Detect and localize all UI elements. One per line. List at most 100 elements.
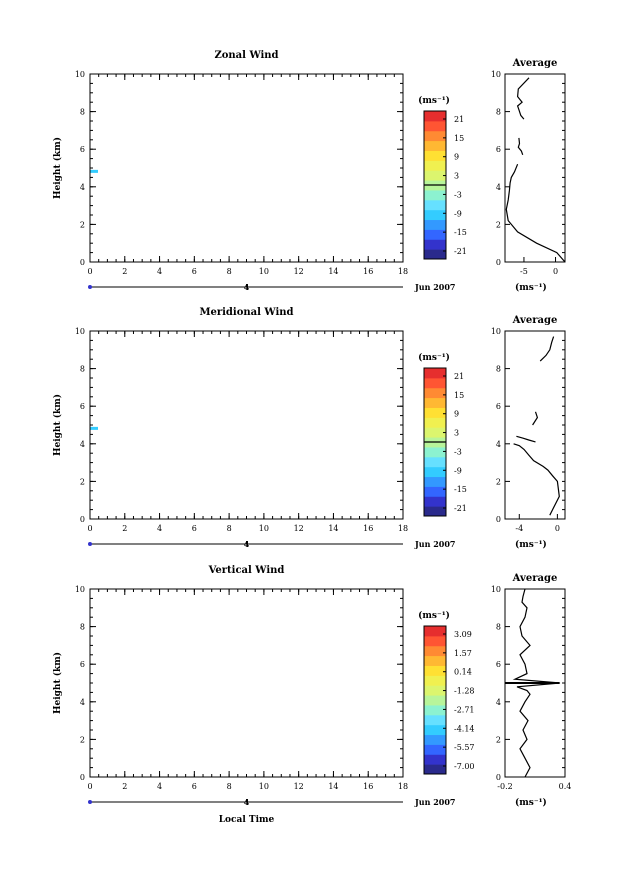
- day-axis-marker: [88, 800, 92, 804]
- average-y-tick-label: 6: [496, 660, 501, 669]
- average-y-tick-label: 8: [496, 108, 501, 117]
- panel-2: Meridional Wind 0 2 4 6 8 10 12 14 16 18 0 2 4 6 8 10 Hei…: [52, 307, 566, 550]
- colorbar-swatch: [424, 506, 446, 517]
- colorbar-tick-label: -3: [454, 190, 462, 199]
- colorbar-tick-label: -15: [454, 485, 467, 494]
- colorbar-tick-label: -3: [454, 447, 462, 456]
- y-tick-label: 6: [80, 660, 85, 669]
- colorbar-tick-label: 1.57: [454, 649, 472, 658]
- average-y-tick-label: 0: [496, 773, 501, 782]
- average-y-tick-label: 2: [496, 220, 501, 229]
- colorbar-swatch: [424, 734, 446, 745]
- colorbar-swatch: [424, 111, 446, 122]
- x-tick-label: 6: [192, 267, 197, 276]
- colorbar-swatch: [424, 239, 446, 250]
- colorbar-swatch: [424, 704, 446, 716]
- y-tick-label: 6: [80, 402, 85, 411]
- x-tick-label: 12: [294, 782, 304, 791]
- x-tick-label: 8: [227, 782, 232, 791]
- average-frame: [504, 330, 566, 520]
- colorbar-tick-label: -2.71: [454, 705, 475, 714]
- colorbar-swatch: [424, 626, 446, 637]
- colorbar-swatch: [424, 685, 446, 696]
- average-profile: Average 0 2 4 6 8 10 -4 0 (ms⁻¹): [491, 315, 566, 550]
- x-tick-label: 0: [87, 267, 92, 276]
- colorbar-tick-label: -4.14: [454, 724, 475, 733]
- average-profile-line: [513, 443, 560, 516]
- average-y-tick-label: 0: [496, 258, 501, 267]
- average-unit: (ms⁻¹): [515, 282, 547, 293]
- colorbar-tick-label: 3: [454, 172, 459, 181]
- colorbar-swatch: [424, 209, 446, 221]
- y-axis-label: Height (km): [52, 652, 63, 714]
- stray-cell: [90, 426, 98, 430]
- colorbar-tick-label: 9: [454, 410, 459, 419]
- average-profile-line: [539, 336, 555, 362]
- y-tick-label: 8: [80, 365, 85, 374]
- x-tick-label: 16: [363, 524, 373, 533]
- x-tick-label: 4: [157, 267, 162, 276]
- panel-title: Vertical Wind: [208, 565, 285, 576]
- colorbar-tick-label: 3: [454, 429, 459, 438]
- y-tick-label: 10: [75, 585, 85, 594]
- x-tick-label: 14: [328, 267, 338, 276]
- colorbar-swatch: [424, 486, 446, 497]
- y-tick-label: 6: [80, 145, 85, 154]
- colorbar-swatch: [424, 754, 446, 765]
- average-y-tick-label: 10: [491, 585, 501, 594]
- plot-frame: [89, 588, 404, 778]
- heatmap-cells: [90, 426, 98, 430]
- x-tick-label: 8: [227, 524, 232, 533]
- x-tick-label: 18: [398, 782, 408, 791]
- x-tick-label: 10: [259, 524, 269, 533]
- colorbar-tick-label: -21: [454, 504, 467, 513]
- average-profile-line: [516, 77, 530, 120]
- x-tick-label: 2: [122, 524, 127, 533]
- colorbar-swatch: [424, 377, 446, 389]
- colorbar-swatch: [424, 140, 446, 151]
- average-x-tick-label: -5: [520, 267, 528, 276]
- colorbar-swatch: [424, 476, 446, 487]
- day-axis-marker: [88, 542, 92, 546]
- colorbar-swatch: [424, 219, 446, 230]
- average-x-tick-label: -4: [515, 524, 523, 533]
- average-y-tick-label: 0: [496, 515, 501, 524]
- x-tick-label: 4: [157, 782, 162, 791]
- colorbar-swatch: [424, 199, 446, 211]
- plot-frame: [89, 330, 404, 520]
- x-tick-label: 14: [328, 524, 338, 533]
- average-profile-line: [516, 435, 536, 443]
- x-axis-label: Local Time: [219, 815, 275, 825]
- colorbar-swatch: [424, 496, 446, 507]
- colorbar-swatch: [424, 764, 446, 775]
- date-label: Jun 2007: [414, 539, 455, 549]
- y-tick-label: 10: [75, 70, 85, 79]
- day-label: 4: [244, 797, 250, 807]
- colorbar-swatch: [424, 446, 446, 458]
- colorbar-swatch: [424, 249, 446, 260]
- x-tick-label: 6: [192, 782, 197, 791]
- panel-1: Zonal Wind 0 2 4 6 8 10 12 14 16 18 0 2 4 6 8 10 Height (…: [52, 50, 566, 293]
- x-tick-label: 16: [363, 267, 373, 276]
- colorbar-tick-label: 9: [454, 153, 459, 162]
- colorbar-swatch: [424, 645, 446, 657]
- average-y-tick-label: 6: [496, 145, 501, 154]
- colorbar-tick-label: -7.00: [454, 762, 475, 771]
- colorbar-swatch: [424, 714, 446, 726]
- colorbar-tick-label: -9: [454, 209, 462, 218]
- x-tick-label: 0: [87, 782, 92, 791]
- average-unit: (ms⁻¹): [515, 539, 547, 550]
- panel-title: Meridional Wind: [199, 307, 293, 318]
- colorbar-swatch: [424, 120, 446, 132]
- y-tick-label: 0: [80, 773, 85, 782]
- x-tick-label: 2: [122, 267, 127, 276]
- colorbar-tick-label: 15: [454, 134, 464, 143]
- average-title: Average: [512, 315, 558, 326]
- average-y-tick-label: 8: [496, 365, 501, 374]
- stray-cell: [90, 169, 98, 173]
- heatmap-cells: [90, 169, 98, 173]
- average-x-tick-label: -0.2: [497, 782, 512, 791]
- average-profile-line: [532, 411, 539, 426]
- average-unit: (ms⁻¹): [515, 797, 547, 808]
